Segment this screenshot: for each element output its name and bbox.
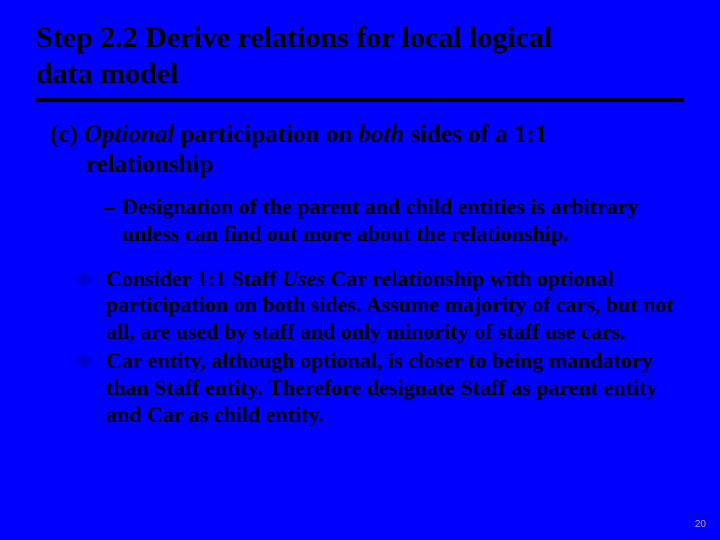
dash-marker: – bbox=[104, 194, 122, 221]
title-line-2: data model bbox=[36, 57, 179, 90]
diamond-bullet-2: Car entity, although optional, is closer… bbox=[36, 348, 684, 428]
section-c-cont: relationship bbox=[50, 150, 684, 180]
section-c-optional: Optional bbox=[84, 121, 174, 148]
section-c-tail: sides of a 1:1 bbox=[404, 121, 547, 148]
section-c-both: both bbox=[358, 121, 404, 148]
diamond-bullet-1: Consider 1:1 Staff Uses Car relationship… bbox=[36, 266, 684, 346]
page-number: 20 bbox=[695, 519, 706, 530]
diamond-icon bbox=[76, 353, 93, 370]
bullet-1-italic: Uses bbox=[282, 266, 325, 291]
dash-bullet: –Designation of the parent and child ent… bbox=[36, 194, 684, 248]
section-c-heading: (c) Optional participation on both sides… bbox=[36, 120, 684, 180]
title-underline bbox=[36, 98, 684, 102]
bullet-2-post: Car entity, although optional, is closer… bbox=[106, 348, 657, 427]
bullet-1-pre: Consider 1:1 Staff bbox=[106, 266, 282, 291]
section-c-mid: participation on bbox=[174, 121, 358, 148]
diamond-icon bbox=[76, 270, 93, 287]
section-c-prefix: (c) bbox=[50, 121, 84, 148]
slide: Step 2.2 Derive relations for local logi… bbox=[0, 0, 720, 540]
title-line-1: Step 2.2 Derive relations for local logi… bbox=[36, 21, 552, 54]
slide-title: Step 2.2 Derive relations for local logi… bbox=[36, 20, 684, 92]
dash-text: Designation of the parent and child enti… bbox=[122, 194, 639, 246]
